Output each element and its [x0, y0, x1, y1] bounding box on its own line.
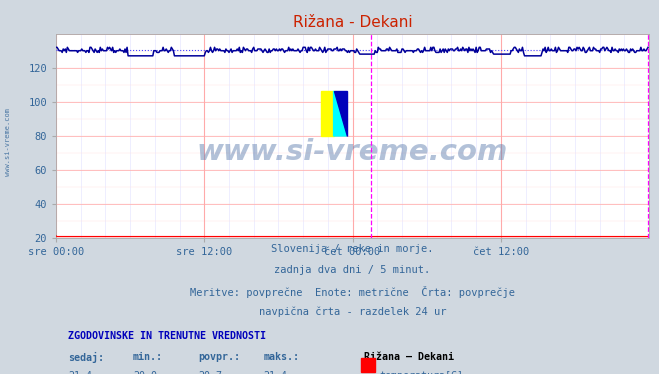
Text: Rižana – Dekani: Rižana – Dekani: [364, 352, 455, 362]
Text: povpr.:: povpr.:: [198, 352, 241, 362]
Text: Meritve: povprečne  Enote: metrične  Črta: povprečje: Meritve: povprečne Enote: metrične Črta:…: [190, 286, 515, 298]
Text: 20,0: 20,0: [133, 371, 157, 374]
Text: temperatura[C]: temperatura[C]: [380, 371, 463, 374]
Text: ZGODOVINSKE IN TRENUTNE VREDNOSTI: ZGODOVINSKE IN TRENUTNE VREDNOSTI: [68, 331, 266, 341]
Text: www.si-vreme.com: www.si-vreme.com: [5, 108, 11, 176]
Bar: [361, 358, 374, 372]
Text: 21,4: 21,4: [264, 371, 287, 374]
Polygon shape: [333, 91, 347, 136]
Polygon shape: [333, 91, 347, 136]
Text: 20,7: 20,7: [198, 371, 222, 374]
Text: maks.:: maks.:: [264, 352, 300, 362]
Text: www.si-vreme.com: www.si-vreme.com: [197, 138, 508, 166]
Title: Rižana - Dekani: Rižana - Dekani: [293, 15, 413, 30]
Text: sedaj:: sedaj:: [68, 352, 104, 363]
Text: navpična črta - razdelek 24 ur: navpična črta - razdelek 24 ur: [259, 307, 446, 318]
Text: zadnja dva dni / 5 minut.: zadnja dva dni / 5 minut.: [274, 265, 431, 275]
Text: Slovenija / reke in morje.: Slovenija / reke in morje.: [272, 243, 434, 254]
Text: min.:: min.:: [133, 352, 163, 362]
Text: 21,4: 21,4: [68, 371, 92, 374]
Bar: [320, 91, 333, 136]
